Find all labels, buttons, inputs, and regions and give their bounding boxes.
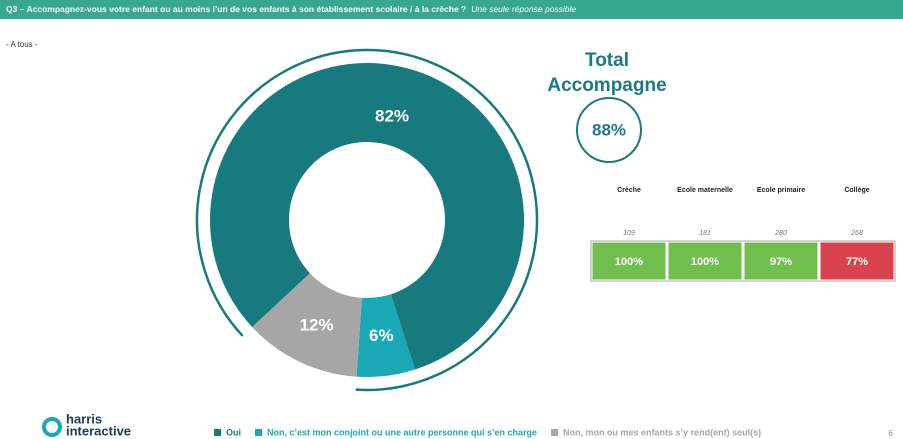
legend-swatch [255,429,262,436]
donut-segment [356,294,415,377]
donut-segment [210,63,525,370]
logo-icon [42,417,62,437]
legend-swatch [214,429,221,436]
column-header: Crèche [617,187,641,194]
base-count: 280 [774,230,787,237]
base-count: 268 [850,230,863,237]
legend-label: Non, mon ou mes enfants s’y rend(ent) se… [563,427,761,437]
cell [667,241,743,281]
header-bar [0,0,903,19]
legend-label: Oui [226,427,241,437]
cell-value: 100% [691,256,719,268]
bracket-arc [195,48,539,392]
column-header: Ecole primaire [757,187,805,194]
column-header: Collège [844,187,869,194]
data-label: 6% [369,326,394,345]
total-title: Total [585,50,629,71]
cell [591,241,667,281]
base-count: 109 [623,230,635,237]
donut-segment [252,273,362,377]
cell [819,241,895,281]
total-circle [576,97,642,163]
total-title: Accompagne [547,75,666,96]
data-label: 82% [375,106,409,125]
question: Q3 – Accompagnez-vous votre enfant ou au… [6,4,576,14]
data-label: 12% [300,316,334,335]
legend-label: Non, c’est mon conjoint ou une autre per… [267,427,537,437]
question-note: Une seule réponse possible [471,4,576,14]
cell-value: 97% [770,256,792,268]
page-number: 6 [889,429,894,438]
logo-text: harris [66,411,102,426]
legend-swatch [551,429,559,436]
total-value: 88% [592,120,626,139]
logo: harris interactive [42,411,131,438]
cell-value: 77% [846,256,868,268]
base-count: 181 [699,230,711,237]
cell-value: 100% [615,256,643,268]
table-border [590,240,896,282]
logo-text: interactive [66,423,131,438]
cell [743,241,819,281]
audience: - A tous - [6,40,38,49]
column-header: Ecole maternelle [677,187,733,194]
question-text: Q3 – Accompagnez-vous votre enfant ou au… [6,4,466,14]
